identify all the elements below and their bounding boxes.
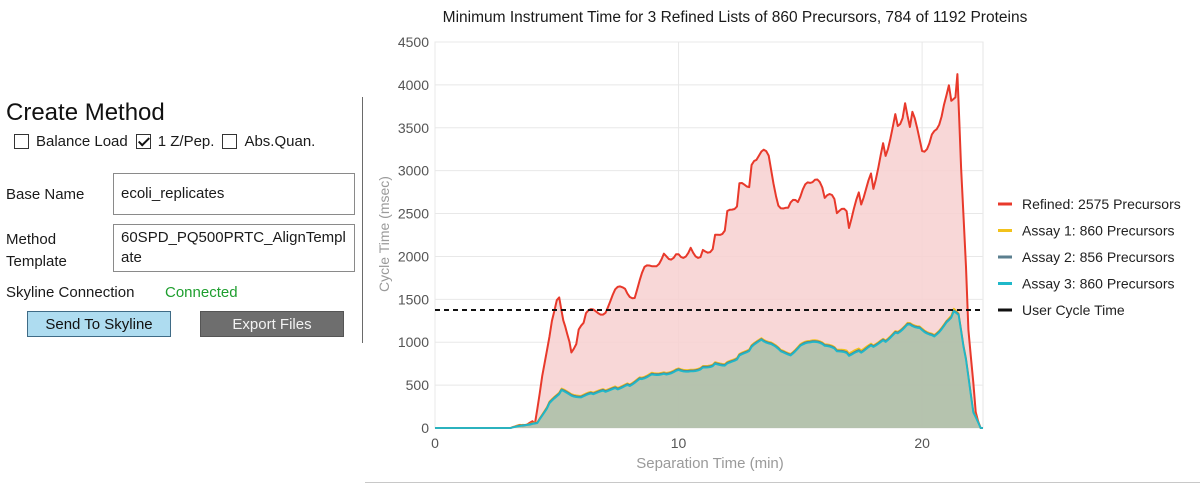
y-tick-label: 3000 <box>398 163 429 179</box>
abs-quan-checkbox[interactable] <box>222 134 238 149</box>
y-axis-label: Cycle Time (msec) <box>376 176 392 292</box>
base-name-value: ecoli_replicates <box>121 185 225 202</box>
y-tick-label: 2000 <box>398 248 429 264</box>
series-0-area <box>435 74 983 428</box>
abs-quan-option[interactable]: Abs.Quan. <box>222 133 315 150</box>
cycle-time-chart: Minimum Instrument Time for 3 Refined Li… <box>365 0 1200 485</box>
balance-load-checkbox[interactable] <box>14 134 29 149</box>
legend-label: User Cycle Time <box>1022 302 1125 318</box>
one-z-per-pep-checkbox[interactable] <box>135 134 151 149</box>
panel-title: Create Method <box>6 99 165 126</box>
options-row: Balance Load 1 Z/Pep. Abs.Quan. <box>14 133 323 150</box>
y-tick-label: 4500 <box>398 34 429 50</box>
axis-layer: 0 500 1000 1500 2000 2500 3000 3500 4000 4500 0 10 2… <box>398 34 930 451</box>
legend-label: Assay 1: 860 Precursors <box>1022 223 1175 239</box>
y-tick-label: 2500 <box>398 206 429 222</box>
x-tick-label: 20 <box>914 435 930 451</box>
y-tick-label: 1500 <box>398 291 429 307</box>
balance-load-option[interactable]: Balance Load <box>14 133 128 150</box>
series-layer <box>435 73 983 429</box>
chart-title: Minimum Instrument Time for 3 Refined Li… <box>443 9 1028 26</box>
legend: Refined: 2575 Precursors Assay 1: 860 Pre… <box>998 196 1181 318</box>
series-3-line <box>435 310 983 429</box>
legend-label: Assay 3: 860 Precursors <box>1022 276 1175 292</box>
y-tick-label: 500 <box>406 377 430 393</box>
x-tick-label: 10 <box>671 435 687 451</box>
chart-svg: Minimum Instrument Time for 3 Refined Li… <box>376 9 1181 472</box>
one-z-per-pep-option[interactable]: 1 Z/Pep. <box>135 133 215 150</box>
bottom-divider <box>365 482 1200 483</box>
series-3-area <box>435 311 983 428</box>
method-template-value: 60SPD_PQ500PRTC_AlignTemplate <box>121 229 346 266</box>
series-1-area <box>435 308 983 428</box>
base-name-label: Base Name <box>6 186 85 203</box>
base-name-input[interactable]: ecoli_replicates <box>113 173 355 215</box>
series-2-area <box>435 310 983 428</box>
method-template-label: Method Template <box>6 231 67 270</box>
x-tick-label: 0 <box>431 435 439 451</box>
y-tick-label: 1000 <box>398 334 429 350</box>
y-tick-label: 3500 <box>398 120 429 136</box>
send-to-skyline-button[interactable]: Send To Skyline <box>27 311 171 337</box>
legend-label: Assay 2: 856 Precursors <box>1022 249 1175 265</box>
connection-status: Connected <box>165 284 238 301</box>
export-files-button[interactable]: Export Files <box>200 311 344 337</box>
create-method-panel: Create Method Balance Load 1 Z/Pep. Abs.… <box>0 97 363 343</box>
one-z-per-pep-label: 1 Z/Pep. <box>157 133 215 150</box>
method-template-input[interactable]: 60SPD_PQ500PRTC_AlignTemplate <box>113 224 355 272</box>
y-tick-label: 0 <box>421 420 429 436</box>
y-tick-label: 4000 <box>398 77 429 93</box>
x-axis-label: Separation Time (min) <box>636 455 784 472</box>
abs-quan-label: Abs.Quan. <box>244 133 316 150</box>
balance-load-label: Balance Load <box>36 133 128 150</box>
skyline-connection-label: Skyline Connection <box>6 284 135 301</box>
legend-label: Refined: 2575 Precursors <box>1022 196 1181 212</box>
